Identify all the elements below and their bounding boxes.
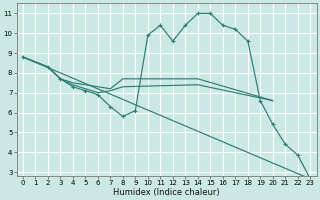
X-axis label: Humidex (Indice chaleur): Humidex (Indice chaleur) bbox=[113, 188, 220, 197]
